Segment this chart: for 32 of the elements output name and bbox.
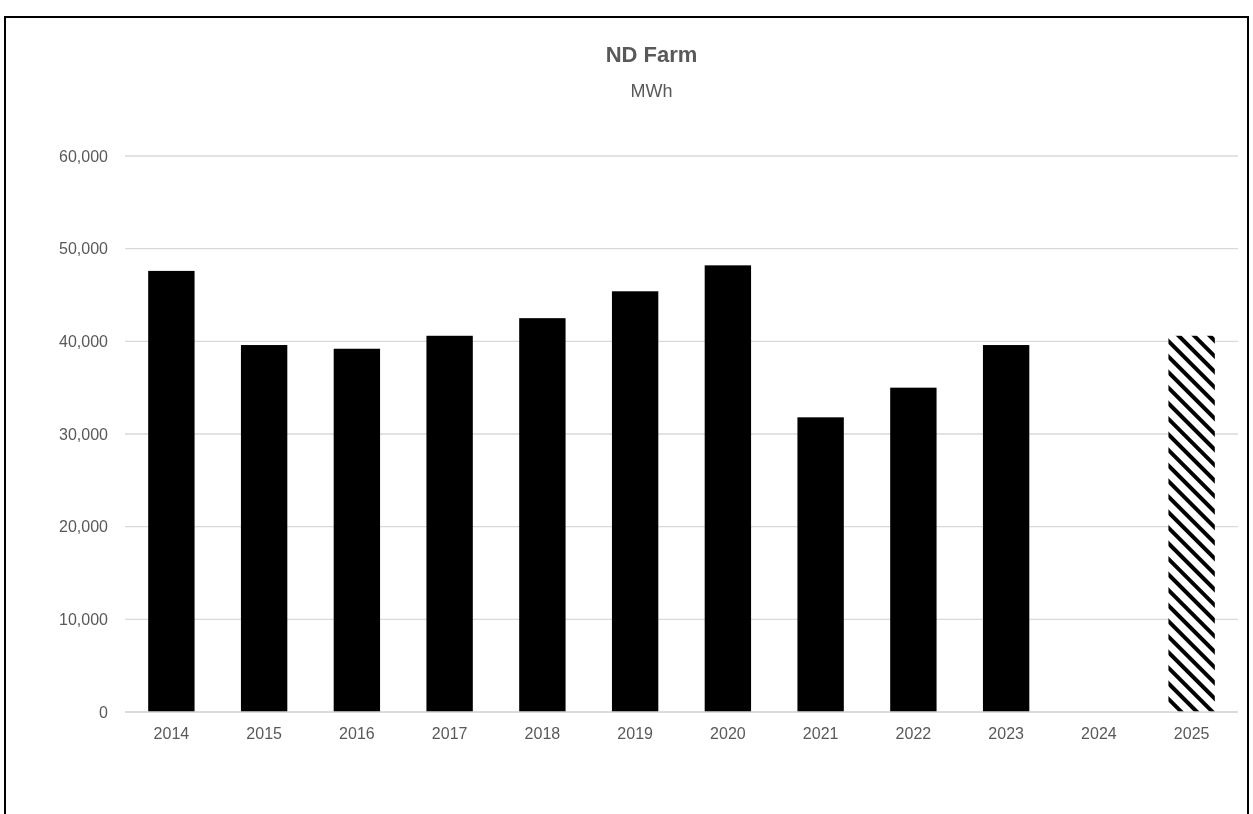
bar <box>1168 335 1215 712</box>
y-tick-label: 30,000 <box>59 425 109 443</box>
x-tick-label: 2023 <box>988 725 1025 742</box>
y-tick-label: 20,000 <box>59 518 109 536</box>
y-tick-label: 0 <box>99 703 109 721</box>
bar <box>426 335 473 712</box>
x-tick-label: 2024 <box>1081 725 1117 742</box>
chart-title: ND Farm <box>605 42 698 67</box>
bar <box>982 345 1030 712</box>
bar <box>333 348 381 712</box>
bar <box>611 291 659 712</box>
bar <box>519 318 566 712</box>
x-tick-label: 2019 <box>617 725 654 742</box>
bar <box>890 387 937 712</box>
bar <box>148 270 195 712</box>
x-tick-label: 2020 <box>710 725 746 742</box>
x-tick-label: 2015 <box>246 725 283 742</box>
bar <box>704 265 752 712</box>
x-tick-label: 2025 <box>1173 725 1210 742</box>
x-tick-label: 2018 <box>524 725 561 742</box>
y-tick-label: 10,000 <box>59 610 109 628</box>
x-tick-label: 2021 <box>802 725 839 742</box>
x-tick-label: 2016 <box>339 725 375 742</box>
chart-subtitle: MWh <box>630 81 673 101</box>
bar <box>797 417 844 712</box>
y-tick-label: 60,000 <box>59 147 109 165</box>
y-tick-label: 40,000 <box>59 332 109 350</box>
y-tick-label: 50,000 <box>59 240 109 258</box>
x-tick-label: 2022 <box>895 725 932 742</box>
x-tick-label: 2017 <box>431 725 468 742</box>
x-tick-label: 2014 <box>153 725 190 742</box>
bar <box>240 345 288 712</box>
